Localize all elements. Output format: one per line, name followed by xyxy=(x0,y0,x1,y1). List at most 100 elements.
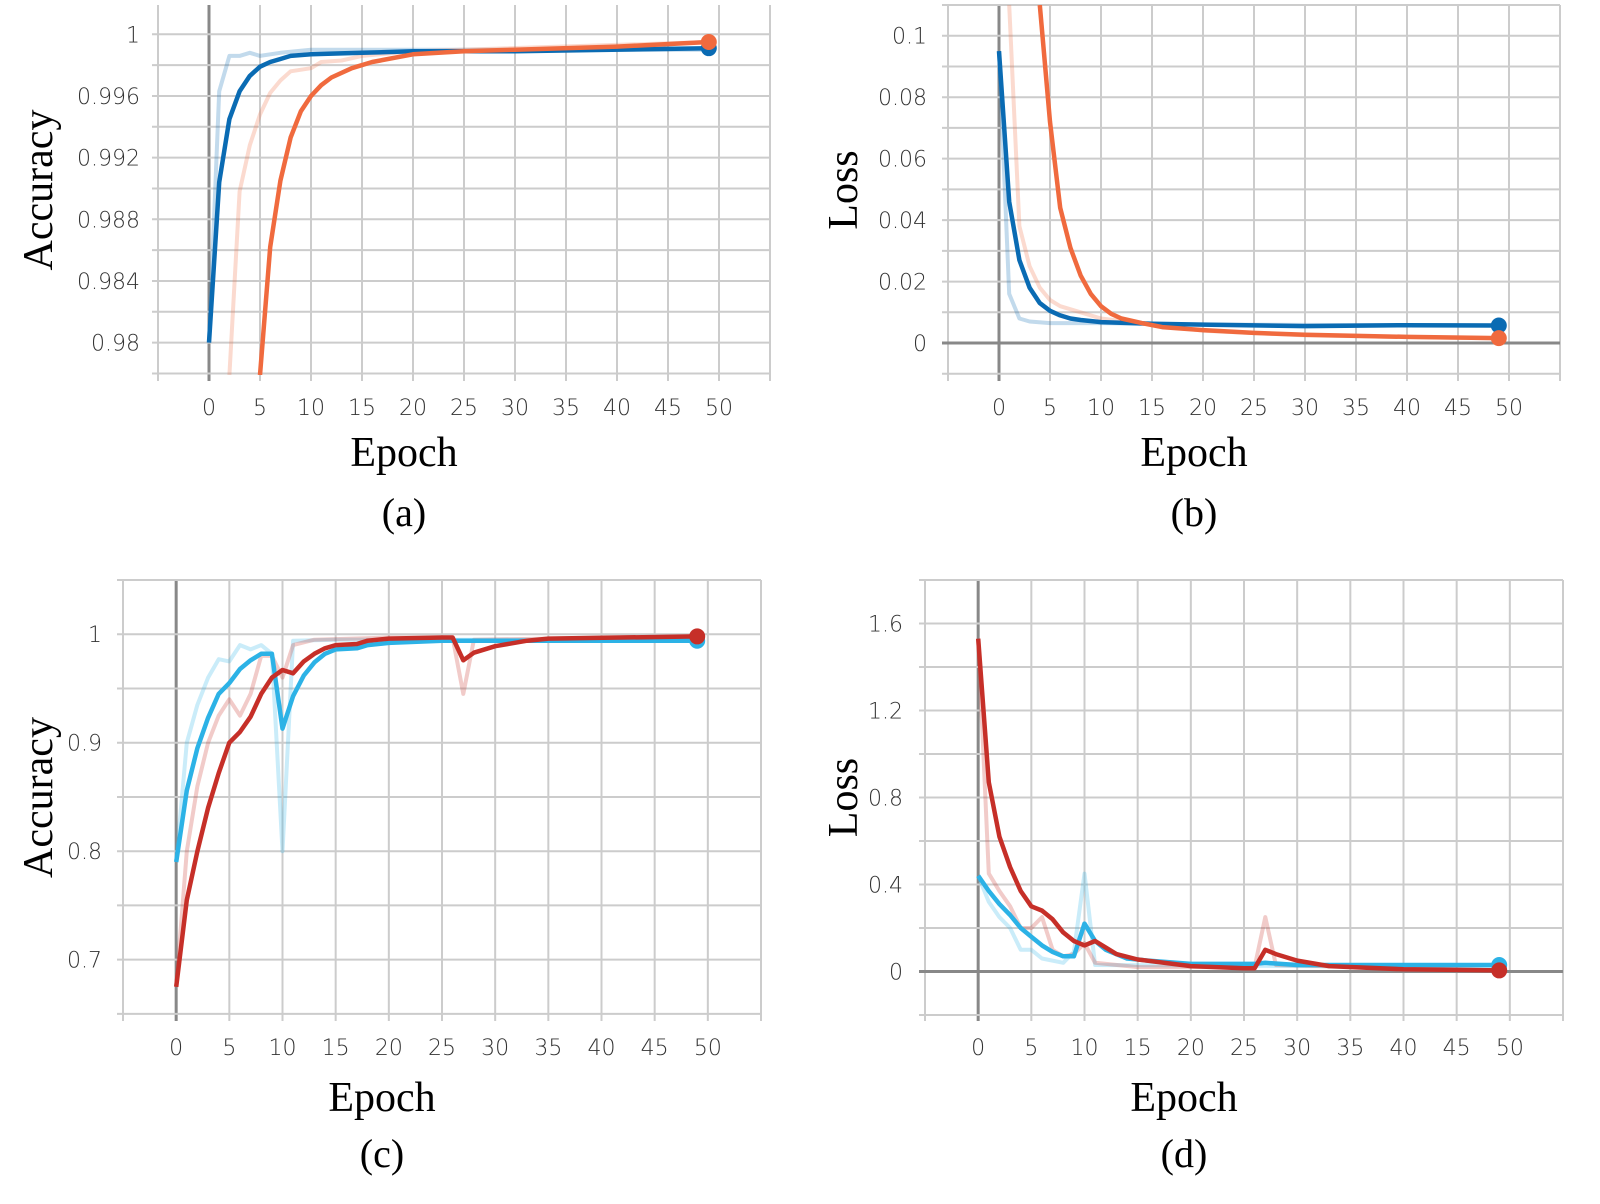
smoothed-series-line-3 xyxy=(257,39,709,375)
panel-caption: (c) xyxy=(360,1131,404,1176)
x-tick-label: 30 xyxy=(1291,396,1319,421)
x-tick-label: 10 xyxy=(297,396,325,421)
y-tick-label: 0.8 xyxy=(67,840,102,865)
y-tick-label: 0.996 xyxy=(77,85,140,110)
x-tick-label: 5 xyxy=(253,396,267,421)
x-tick-label: 45 xyxy=(1444,396,1472,421)
x-tick-label: 0 xyxy=(202,396,216,421)
series-end-marker xyxy=(700,34,717,50)
raw-series-line-0 xyxy=(174,637,698,863)
x-tick-label: 50 xyxy=(1495,396,1523,421)
raw-series-line-0 xyxy=(997,51,1499,328)
y-tick-label: 1.2 xyxy=(868,700,903,725)
y-axis-label: Accuracy xyxy=(16,110,62,271)
y-tick-label: 0.4 xyxy=(868,874,903,899)
x-tick-label: 30 xyxy=(1283,1036,1311,1061)
smoothed-series-line-2 xyxy=(173,638,698,863)
y-tick-label: 0.8 xyxy=(868,787,903,812)
y-tick-label: 1.6 xyxy=(868,613,903,638)
x-axis-label: Epoch xyxy=(1130,1075,1237,1121)
panel-caption: (b) xyxy=(1171,490,1218,535)
x-tick-label: 25 xyxy=(450,396,478,421)
panel-caption: (d) xyxy=(1161,1131,1208,1176)
x-tick-label: 35 xyxy=(1342,396,1370,421)
x-tick-label: 0 xyxy=(169,1036,183,1061)
x-tick-label: 30 xyxy=(481,1036,509,1061)
x-tick-label: 40 xyxy=(588,1036,616,1061)
y-tick-label: 1 xyxy=(88,623,102,648)
x-tick-label: 15 xyxy=(322,1036,350,1061)
series-end-marker xyxy=(1491,962,1508,979)
y-tick-label: 0.9 xyxy=(67,732,102,757)
x-tick-label: 20 xyxy=(375,1036,403,1061)
panel-d: 0 0.4 0.8 1.2 1.6 0 5 10 15 20 25 30 35 40 45 50 Loss Epo… xyxy=(821,579,1564,1176)
smoothed-series-line-2 xyxy=(206,45,709,343)
x-axis-label: Epoch xyxy=(328,1075,435,1121)
panel-b: 0 0.02 0.04 0.06 0.08 0.1 0 5 10 15 20 25 30 35 40 45 50… xyxy=(821,4,1561,535)
x-tick-label: 25 xyxy=(1240,396,1268,421)
y-tick-label: 0.992 xyxy=(77,147,140,172)
x-tick-label: 45 xyxy=(641,1036,669,1061)
y-tick-label: 1 xyxy=(126,23,140,48)
y-tick-label: 0 xyxy=(889,961,903,986)
x-tick-label: 15 xyxy=(1124,1036,1152,1061)
x-tick-label: 45 xyxy=(1443,1036,1471,1061)
x-tick-label: 50 xyxy=(694,1036,722,1061)
smoothed-series-line-3 xyxy=(1037,5,1499,341)
y-tick-label: 0.988 xyxy=(77,208,140,233)
smoothed-series-line-3 xyxy=(173,634,698,988)
x-tick-label: 45 xyxy=(654,396,682,421)
y-tick-label: 0 xyxy=(913,332,927,357)
series-end-marker xyxy=(689,628,706,645)
x-tick-label: 50 xyxy=(1496,1036,1524,1061)
x-tick-label: 0 xyxy=(992,396,1006,421)
x-tick-label: 25 xyxy=(428,1036,456,1061)
x-tick-label: 10 xyxy=(269,1036,297,1061)
y-tick-label: 0.04 xyxy=(878,209,927,234)
x-tick-label: 35 xyxy=(1336,1036,1364,1061)
x-axis-label: Epoch xyxy=(1140,430,1247,476)
x-tick-label: 20 xyxy=(1189,396,1217,421)
x-tick-label: 15 xyxy=(348,396,376,421)
x-tick-label: 40 xyxy=(1390,1036,1418,1061)
x-tick-label: 25 xyxy=(1230,1036,1258,1061)
x-tick-label: 20 xyxy=(1177,1036,1205,1061)
y-tick-label: 0.02 xyxy=(878,271,927,296)
x-tick-label: 30 xyxy=(501,396,529,421)
y-tick-label: 0.98 xyxy=(91,332,140,357)
x-tick-label: 40 xyxy=(1393,396,1421,421)
y-tick-label: 0.984 xyxy=(77,270,140,295)
x-tick-label: 5 xyxy=(1024,1036,1038,1061)
y-tick-label: 0.1 xyxy=(892,25,927,50)
x-tick-label: 50 xyxy=(705,396,733,421)
x-axis-label: Epoch xyxy=(350,430,457,476)
x-tick-label: 5 xyxy=(1043,396,1057,421)
series-end-marker xyxy=(1490,330,1507,347)
y-axis-label: Loss xyxy=(821,150,867,229)
y-axis-label: Loss xyxy=(821,758,867,837)
raw-series-line-0 xyxy=(207,47,709,343)
panel-caption: (a) xyxy=(382,490,426,535)
y-tick-label: 0.7 xyxy=(67,949,102,974)
raw-series-line-1 xyxy=(227,40,709,375)
x-tick-label: 35 xyxy=(534,1036,562,1061)
x-tick-label: 40 xyxy=(603,396,631,421)
y-tick-label: 0.06 xyxy=(878,148,927,173)
y-tick-label: 0.08 xyxy=(878,86,927,111)
x-tick-label: 5 xyxy=(222,1036,236,1061)
panel-c: 0.70.80.910 5 10 15 20 25 30 35 40 45 50AccuracyEp… xyxy=(16,579,762,1176)
x-tick-label: 10 xyxy=(1087,396,1115,421)
y-axis-label: Accuracy xyxy=(16,717,62,878)
smoothed-series-line-2 xyxy=(976,874,1500,968)
raw-series-line-0 xyxy=(976,871,1500,970)
x-tick-label: 10 xyxy=(1071,1036,1099,1061)
x-tick-label: 20 xyxy=(399,396,427,421)
smoothed-series-line-2 xyxy=(996,50,1499,329)
series-end-marker xyxy=(1490,317,1507,334)
x-tick-label: 35 xyxy=(552,396,580,421)
smoothed-series-line-3 xyxy=(975,638,1500,973)
x-tick-label: 0 xyxy=(971,1036,985,1061)
x-tick-label: 15 xyxy=(1138,396,1166,421)
